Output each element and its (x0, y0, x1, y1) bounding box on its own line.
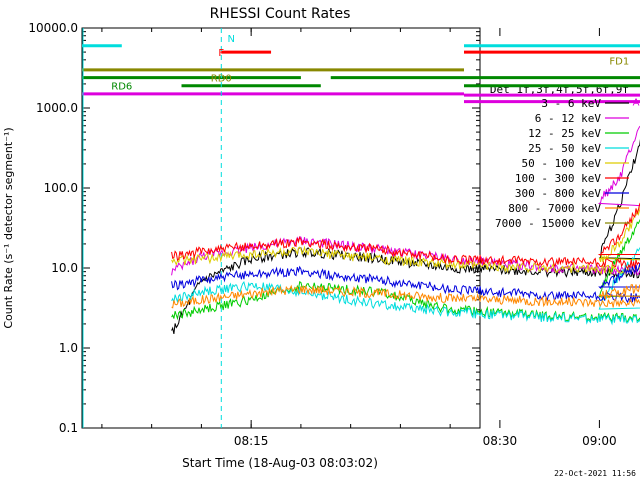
series-line (171, 125, 640, 276)
legend-label: 12 - 25 keV (528, 127, 601, 140)
flag-annotation: FD1 (609, 57, 629, 68)
y-tick-label: 0.1 (59, 421, 78, 435)
series-line (171, 139, 640, 335)
legend-label: 800 - 7000 keV (508, 202, 601, 215)
flag-annotation: RD6 (111, 82, 132, 93)
series-layer (171, 125, 640, 335)
x-tick-label: 09:00 (582, 434, 617, 448)
flag-annotation: N (228, 34, 235, 45)
y-tick-label: 1000.0 (36, 101, 78, 115)
flag-annotation: A1 (633, 98, 640, 109)
y-tick-label: 1.0 (59, 341, 78, 355)
y-axis-label: Count Rate (s⁻¹ detector segment⁻¹) (2, 127, 15, 328)
vertical-lines-layer (82, 28, 222, 428)
flag-annotation: F (218, 48, 224, 59)
y-tick-label: 10000.0 (28, 21, 78, 35)
legend-label: 300 - 800 keV (515, 187, 601, 200)
plot-frame (81, 27, 481, 429)
chart-title: RHESSI Count Rates (210, 6, 351, 22)
legend-label: 3 - 6 keV (541, 97, 601, 110)
series-line (171, 219, 640, 325)
tick-layer: 0.11.010.0100.01000.010000.008:1508:3008… (28, 21, 617, 448)
series-line (171, 246, 640, 326)
annotation-layer: NFRD0RD6FD1FDA1A0 (111, 34, 640, 109)
x-tick-label: 08:30 (483, 434, 518, 448)
legend-label: 25 - 50 keV (528, 142, 601, 155)
legend-label: 7000 - 15000 keV (495, 217, 601, 230)
footer-date: 22-Oct-2021 11:56 (554, 469, 636, 478)
flag-bars-layer (82, 44, 640, 104)
y-tick-label: 100.0 (44, 181, 78, 195)
x-axis-label: Start Time (18-Aug-03 08:03:02) (182, 456, 378, 470)
series-line (171, 202, 640, 270)
series-line (171, 284, 640, 309)
flag-annotation: RD0 (211, 74, 232, 85)
legend-label: 6 - 12 keV (535, 112, 602, 125)
legend-label: 100 - 300 keV (515, 172, 601, 185)
y-tick-label: 10.0 (51, 261, 78, 275)
legend-label: 50 - 100 keV (522, 157, 602, 170)
series-line (171, 206, 640, 276)
series-line (171, 262, 640, 304)
legend: 3 - 6 keV 6 - 12 keV 12 - 25 keV 25 - 50 ke… (495, 97, 629, 230)
x-tick-label: 08:15 (234, 434, 269, 448)
